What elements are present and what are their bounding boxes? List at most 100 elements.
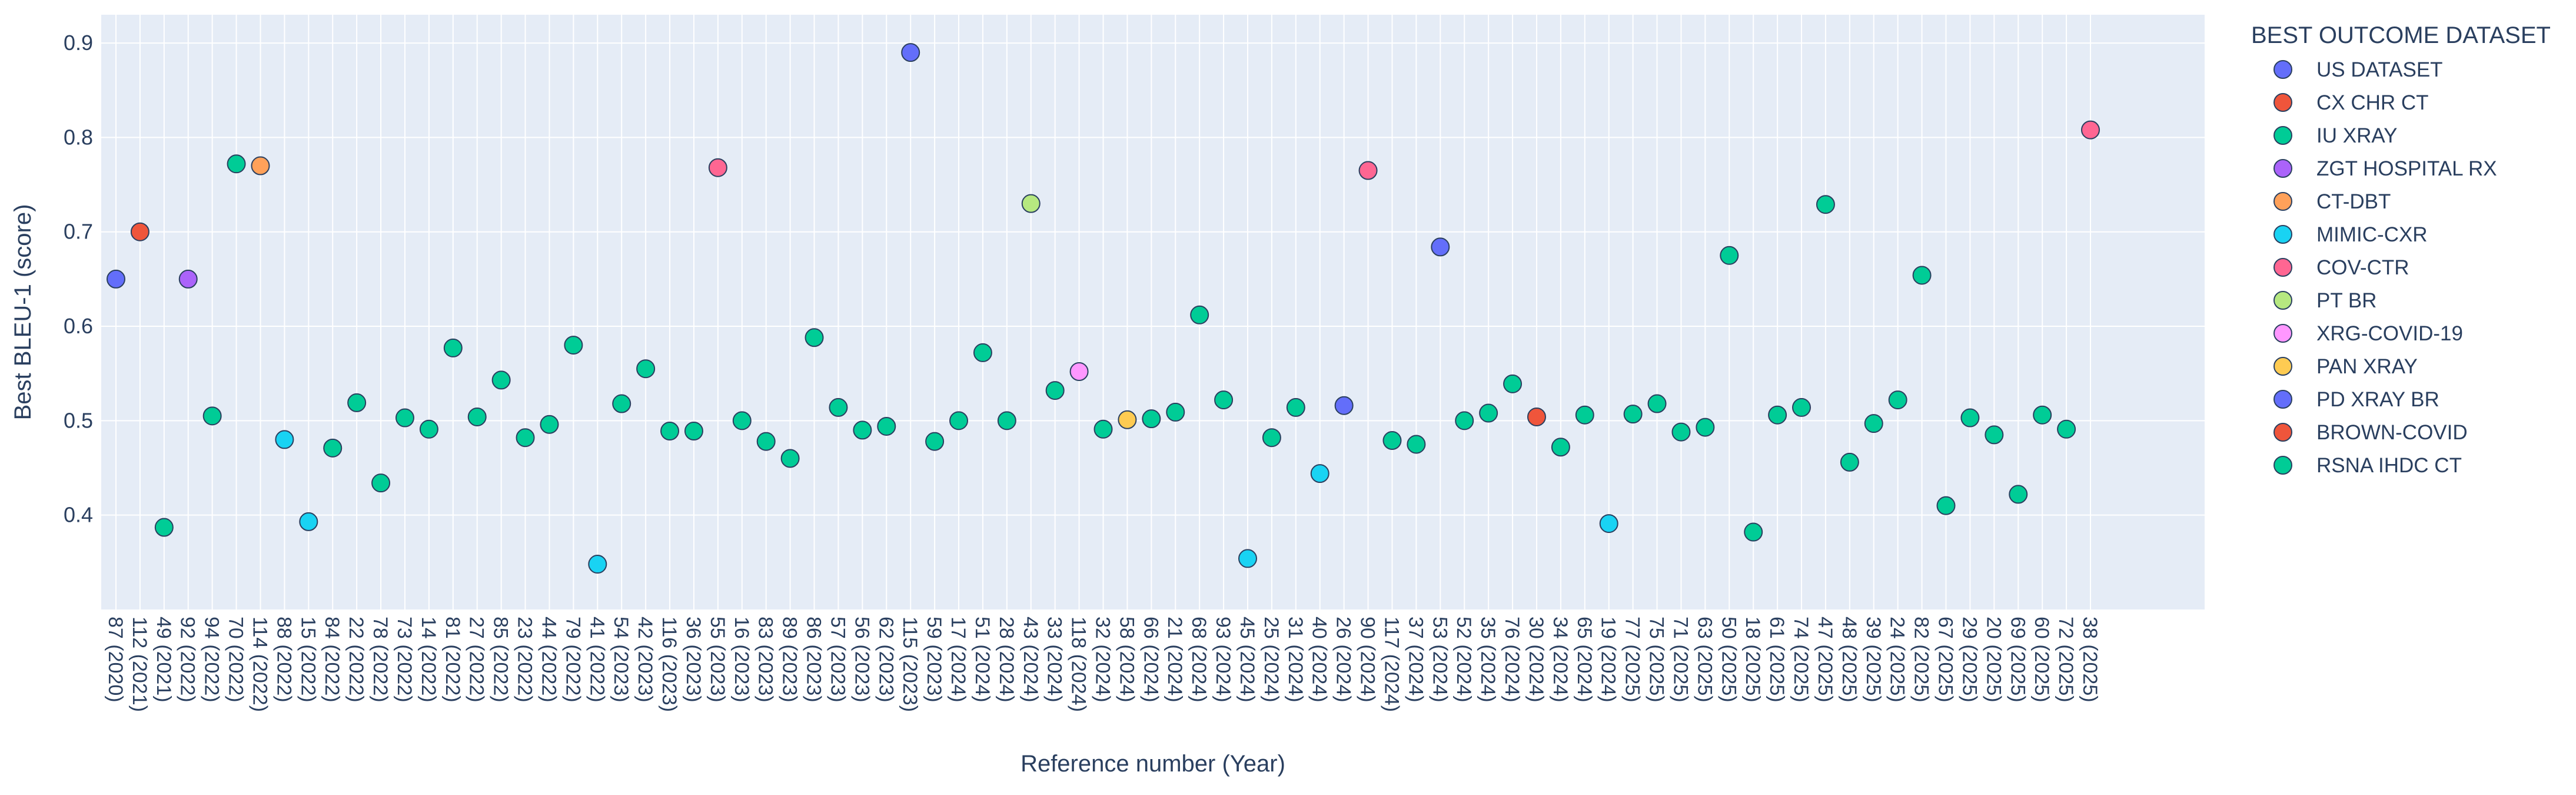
y-tick-label: 0.5 bbox=[64, 408, 93, 432]
x-gridlines bbox=[115, 15, 2091, 610]
x-tick-label: 60 (2025) bbox=[2030, 617, 2053, 703]
data-point bbox=[1045, 381, 1065, 400]
data-point bbox=[1623, 405, 1643, 424]
x-tick-label: 26 (2024) bbox=[1332, 617, 1355, 703]
legend-marker bbox=[2273, 291, 2292, 310]
data-point bbox=[227, 154, 246, 174]
data-point bbox=[1166, 402, 1185, 422]
data-point bbox=[636, 359, 656, 379]
x-tick-label: 117 (2024) bbox=[1380, 617, 1402, 712]
legend-item[interactable]: IU XRAY bbox=[2273, 124, 2397, 147]
data-point bbox=[1985, 425, 2004, 445]
x-tick-label: 82 (2025) bbox=[1910, 617, 1933, 703]
data-point bbox=[467, 407, 487, 426]
x-tick-label: 87 (2020) bbox=[104, 617, 127, 703]
legend-label: PT BR bbox=[2316, 289, 2376, 312]
data-point bbox=[299, 512, 318, 531]
x-tick-label: 63 (2025) bbox=[1693, 617, 1716, 703]
x-tick-label: 62 (2023) bbox=[875, 617, 897, 703]
x-tick-label: 81 (2022) bbox=[441, 617, 464, 703]
legend-label: BROWN-COVID bbox=[2316, 421, 2468, 444]
x-tick-label: 83 (2023) bbox=[754, 617, 777, 703]
x-tick-label: 72 (2025) bbox=[2055, 617, 2077, 703]
x-tick-label: 84 (2022) bbox=[321, 617, 343, 703]
data-point bbox=[371, 473, 391, 493]
data-point bbox=[1262, 428, 1281, 448]
x-tick-label: 66 (2024) bbox=[1139, 617, 1162, 703]
data-point bbox=[1358, 161, 1378, 180]
legend-marker bbox=[2273, 93, 2292, 112]
data-point bbox=[2009, 485, 2028, 504]
data-point bbox=[997, 411, 1016, 430]
legend-item[interactable]: PT BR bbox=[2273, 289, 2376, 312]
data-point bbox=[516, 428, 535, 448]
legend-label: MIMIC-CXR bbox=[2316, 223, 2428, 246]
legend-marker bbox=[2273, 60, 2292, 79]
data-point bbox=[877, 416, 896, 436]
x-tick-label: 32 (2024) bbox=[1092, 617, 1114, 703]
data-point bbox=[1936, 496, 1956, 515]
legend-item[interactable]: XRG-COVID-19 bbox=[2273, 322, 2463, 345]
y-tick-label: 0.4 bbox=[64, 503, 93, 527]
x-tick-label: 56 (2023) bbox=[850, 617, 873, 703]
legend-item[interactable]: US DATASET bbox=[2273, 58, 2443, 81]
data-points bbox=[107, 43, 2100, 574]
x-tick-label: 33 (2024) bbox=[1043, 617, 1066, 703]
x-tick-label: 36 (2023) bbox=[682, 617, 704, 703]
data-point bbox=[419, 419, 438, 439]
data-point bbox=[1792, 398, 1811, 417]
x-tick-label: 41 (2022) bbox=[586, 617, 608, 703]
data-point bbox=[1696, 418, 1715, 437]
data-point bbox=[107, 269, 125, 289]
data-point bbox=[1816, 195, 1835, 214]
data-point bbox=[1647, 394, 1667, 413]
x-tick-label: 34 (2024) bbox=[1549, 617, 1571, 703]
x-tick-label: 22 (2022) bbox=[345, 617, 367, 703]
legend-item[interactable]: PD XRAY BR bbox=[2273, 388, 2439, 411]
data-point bbox=[829, 398, 848, 417]
data-point bbox=[178, 269, 198, 289]
legend-item[interactable]: PAN XRAY bbox=[2273, 355, 2418, 378]
legend-label: CT-DBT bbox=[2316, 190, 2391, 213]
x-tick-label: 25 (2024) bbox=[1260, 617, 1282, 703]
legend-item[interactable]: ZGT HOSPITAL RX bbox=[2273, 157, 2497, 180]
data-point bbox=[1431, 237, 1450, 257]
x-tick-label: 78 (2022) bbox=[369, 617, 391, 703]
legend-item[interactable]: RSNA IHDC CT bbox=[2273, 454, 2462, 477]
data-point bbox=[684, 422, 703, 440]
y-axis-title: Best BLEU-1 (score) bbox=[10, 204, 36, 420]
data-point bbox=[1382, 431, 1402, 450]
y-tick-label: 0.6 bbox=[64, 314, 93, 338]
x-tick-label: 86 (2023) bbox=[803, 617, 825, 703]
x-tick-label: 35 (2024) bbox=[1477, 617, 1499, 703]
legend-items: US DATASET CX CHR CT IU XRAY ZGT HOSPITAL R… bbox=[2273, 58, 2497, 477]
x-tick-label: 18 (2025) bbox=[1741, 617, 1764, 703]
x-tick-label: 31 (2024) bbox=[1284, 617, 1307, 703]
legend-item[interactable]: COV-CTR bbox=[2273, 256, 2409, 279]
legend-label: COV-CTR bbox=[2316, 256, 2409, 279]
legend-marker bbox=[2273, 423, 2292, 442]
data-point bbox=[756, 432, 776, 451]
x-tick-label: 39 (2025) bbox=[1862, 617, 1884, 703]
legend-item[interactable]: CT-DBT bbox=[2273, 190, 2391, 213]
x-tick-label: 55 (2023) bbox=[706, 617, 729, 703]
y-gridlines bbox=[101, 42, 2205, 516]
x-tick-label: 49 (2021) bbox=[152, 617, 175, 703]
x-tick-label: 38 (2025) bbox=[2079, 617, 2101, 703]
data-point bbox=[275, 430, 294, 449]
data-point bbox=[1286, 398, 1305, 417]
data-point bbox=[154, 518, 174, 537]
data-point bbox=[1599, 514, 1618, 534]
legend-item[interactable]: MIMIC-CXR bbox=[2273, 223, 2428, 246]
data-point bbox=[1118, 410, 1137, 429]
x-tick-labels: 87 (2020) 112 (2021) 49 (2021) 92 (2022) 94 … bbox=[104, 617, 2101, 712]
x-tick-label: 14 (2022) bbox=[417, 617, 440, 703]
data-point bbox=[732, 411, 752, 430]
data-point bbox=[1479, 403, 1498, 423]
legend-marker bbox=[2273, 258, 2292, 277]
legend-item[interactable]: BROWN-COVID bbox=[2273, 421, 2468, 444]
x-tick-label: 93 (2024) bbox=[1212, 617, 1234, 703]
data-point bbox=[130, 222, 149, 241]
legend: BEST OUTCOME DATASET US DATASET CX CHR CT… bbox=[2251, 22, 2551, 477]
legend-item[interactable]: CX CHR CT bbox=[2273, 91, 2429, 114]
